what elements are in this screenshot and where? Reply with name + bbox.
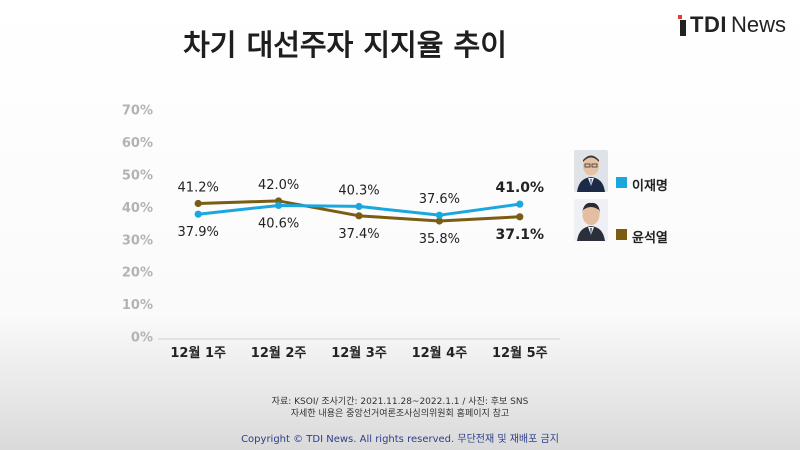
data-point-lee [435,211,443,219]
data-label-yoon: 41.2% [178,181,219,196]
data-label-lee: 37.6% [419,192,460,207]
logo-brand: TDI [690,12,727,37]
tdi-news-logo: TDI News [678,12,786,38]
data-point-yoon [355,212,363,220]
data-point-yoon [516,213,524,221]
data-label-yoon: 35.8% [419,232,460,247]
source-line-2: 자세한 내용은 중앙선거여론조사심의위원회 홈페이지 참고 [290,409,510,419]
series-group: 37.9% 40.6% 40.3% 37.6% 41.0% 41.2% 42.0% 37.4%… [178,178,545,247]
copyright-notice: Copyright © TDI News. All rights reserve… [241,434,559,445]
data-label-lee: 41.0% [496,180,545,196]
legend-swatch-lee [616,177,627,188]
y-tick-label: 30% [122,233,153,248]
y-tick-label: 70% [122,104,153,119]
data-label-lee: 40.6% [258,216,299,231]
data-label-lee: 40.3% [338,183,379,198]
source-line-1: 자료: KSOI/ 조사기간: 2021.11.28~2022.1.1 / 사진… [271,397,529,407]
x-tick-label: 12월 3주 [331,345,387,361]
y-axis: 0% 10% 20% 30% 40% 50% 60% 70% [122,104,153,346]
data-label-yoon: 42.0% [258,178,299,193]
candidate-photo-yoon [574,199,608,241]
logo-mark-icon [678,14,688,36]
legend-label-yoon: 윤석열 [632,231,668,246]
data-label-yoon: 37.4% [338,227,379,242]
chart-title: 차기 대선주자 지지율 추이 [183,28,507,62]
x-tick-label: 12월 2주 [251,345,307,361]
data-point-yoon [194,199,202,208]
data-point-lee [355,202,363,211]
data-point-lee [194,210,202,218]
data-point-lee [275,201,283,210]
y-tick-label: 10% [122,298,153,313]
x-axis: 12월 1주 12월 2주 12월 3주 12월 4주 12월 5주 [170,345,547,361]
y-tick-label: 20% [122,266,153,281]
data-point-yoon [435,217,443,225]
x-tick-label: 12월 5주 [492,345,548,361]
y-tick-label: 0% [131,331,153,346]
logo-suffix: News [730,12,786,37]
y-tick-label: 50% [122,169,153,184]
y-tick-label: 60% [122,136,153,151]
data-point-lee [516,200,524,208]
source-note: 자료: KSOI/ 조사기간: 2021.11.28~2022.1.1 / 사진… [0,396,800,420]
legend-label-lee: 이재명 [632,179,668,194]
x-tick-label: 12월 1주 [170,345,226,361]
x-tick-label: 12월 4주 [412,345,468,361]
data-label-lee: 37.9% [178,225,219,240]
y-tick-label: 40% [122,201,153,216]
data-label-yoon: 37.1% [496,227,545,243]
candidate-photo-lee [574,150,608,192]
legend-swatch-yoon [616,229,627,240]
